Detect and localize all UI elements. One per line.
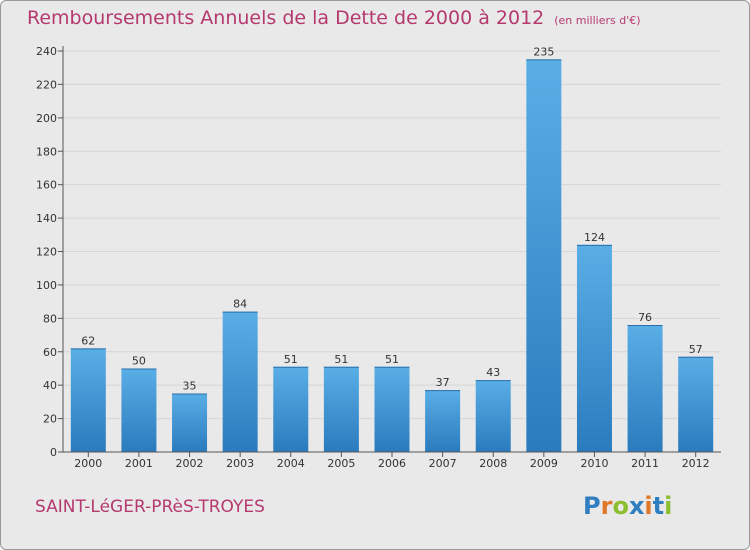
y-axis-ticks: 0 20 40 60 80 100 120 140 160 180 200 220 240 [36,45,63,459]
data-label: 43 [486,366,500,379]
bar [323,366,359,452]
y-tick-label: 220 [36,78,57,91]
y-tick-label: 160 [36,179,57,192]
y-tick-label: 60 [43,346,57,359]
y-tick-label: 200 [36,112,57,125]
data-labels: 62 50 35 84 51 51 51 37 43 235 124 76 57 [81,45,702,392]
data-label: 76 [638,311,652,324]
logo-letter: t [652,492,665,520]
bar [222,311,258,452]
y-tick-label: 0 [50,446,57,459]
chart-title-text: Remboursements Annuels de la Dette de 20… [27,7,545,29]
y-tick-label: 40 [43,379,57,392]
x-tick-label: 2011 [631,457,659,470]
data-label: 57 [689,343,703,356]
town-name: SAINT-LéGER-PRèS-TROYES [35,497,265,517]
bars [70,59,714,453]
y-tick-label: 180 [36,145,57,158]
data-label: 62 [81,334,95,347]
y-tick-label: 100 [36,279,57,292]
x-tick-label: 2005 [327,457,355,470]
x-tick-label: 2012 [682,457,710,470]
x-tick-label: 2000 [74,457,102,470]
x-tick-label: 2001 [125,457,153,470]
bar [678,356,714,452]
logo-letter: i [644,492,653,520]
data-label: 51 [284,353,298,366]
chart-subtitle: (en milliers d'€) [554,14,641,27]
bar [172,393,208,452]
x-tick-label: 2009 [530,457,558,470]
logo-letter: P [583,492,601,520]
bar [374,366,410,452]
data-label: 50 [132,354,146,367]
logo-letter: o [612,492,629,520]
data-label: 124 [584,231,605,244]
x-tick-label: 2006 [378,457,406,470]
y-tick-label: 120 [36,246,57,259]
chart-title: Remboursements Annuels de la Dette de 20… [27,7,641,29]
x-tick-label: 2007 [429,457,457,470]
data-label: 51 [334,353,348,366]
bar [425,390,461,452]
logo-letter: i [664,492,673,520]
bar [70,348,106,452]
x-tick-label: 2002 [176,457,204,470]
y-tick-label: 80 [43,312,57,325]
bar [273,366,309,452]
bar [526,59,562,453]
x-tick-label: 2003 [226,457,254,470]
x-axis-ticks: 2000 2001 2002 2003 2004 2005 2006 2007 2008 2009… [74,452,710,470]
y-tick-label: 240 [36,45,57,58]
x-tick-label: 2008 [479,457,507,470]
logo-letter: r [600,492,613,520]
proxiti-logo: Proxiti [583,492,672,520]
data-label: 235 [533,45,554,58]
y-tick-label: 20 [43,413,57,426]
data-label: 84 [233,298,247,311]
bar [475,380,511,452]
x-tick-label: 2010 [580,457,608,470]
y-tick-label: 140 [36,212,57,225]
data-label: 51 [385,353,399,366]
axes [62,46,721,453]
bar [121,368,157,452]
data-label: 35 [183,380,197,393]
data-label: 37 [436,376,450,389]
x-tick-label: 2004 [277,457,305,470]
bar [576,244,612,452]
logo-letter: x [628,492,645,520]
bar [627,325,663,452]
